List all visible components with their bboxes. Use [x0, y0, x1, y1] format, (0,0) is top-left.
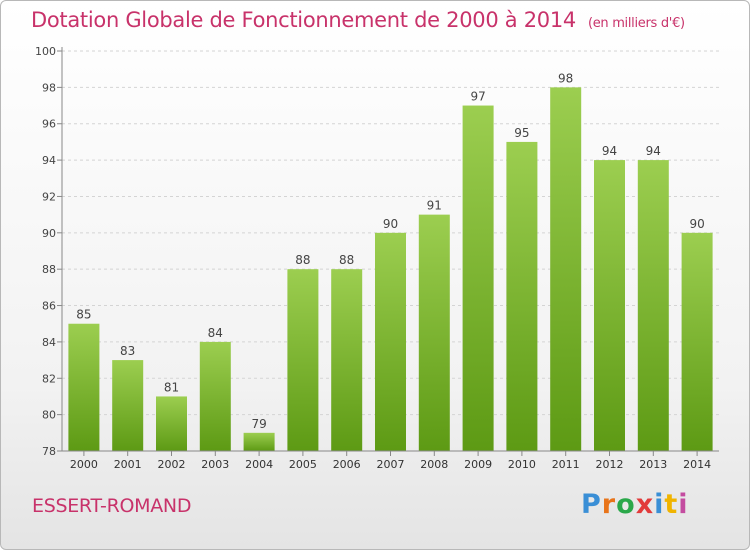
x-tick-label: 2011: [552, 458, 580, 471]
bar: [594, 160, 625, 451]
bar: [287, 269, 319, 451]
x-tick-label: 2004: [245, 458, 273, 471]
logo-letter: t: [664, 489, 679, 520]
bar: [506, 141, 538, 451]
y-tick-label: 98: [42, 81, 56, 94]
logo-letter: i: [654, 489, 665, 520]
bar: [375, 232, 406, 451]
y-tick-label: 90: [42, 227, 56, 240]
title-text: Dotation Globale de Fonctionnement de 20…: [31, 8, 576, 32]
logo-letter: i: [678, 489, 689, 520]
data-label: 91: [427, 199, 442, 213]
data-label: 94: [602, 144, 617, 158]
bar: [199, 341, 231, 451]
x-tick-label: 2002: [158, 458, 186, 471]
bar: [112, 360, 144, 451]
y-tick-label: 80: [42, 409, 56, 422]
unit-subtitle: (en milliers d'€): [587, 16, 685, 31]
data-label: 88: [295, 253, 310, 267]
data-label: 97: [470, 90, 485, 104]
y-tick-label: 86: [42, 300, 56, 313]
y-tick-label: 94: [42, 154, 56, 167]
x-tick-label: 2008: [420, 458, 448, 471]
data-label: 94: [646, 144, 661, 158]
chart-title: Dotation Globale de Fonctionnement de 20…: [31, 8, 685, 32]
data-label: 85: [76, 308, 91, 322]
x-tick-label: 2012: [596, 458, 624, 471]
bar: [550, 87, 582, 451]
y-tick-label: 88: [42, 263, 56, 276]
x-tick-label: 2003: [201, 458, 229, 471]
data-label: 90: [383, 217, 398, 231]
y-tick-label: 96: [42, 118, 56, 131]
y-tick-label: 100: [35, 45, 56, 58]
y-tick-label: 82: [42, 372, 56, 385]
x-tick-label: 2009: [464, 458, 492, 471]
data-label: 81: [164, 380, 179, 394]
data-label: 84: [208, 326, 223, 340]
data-label: 95: [514, 126, 529, 140]
x-tick-label: 2010: [508, 458, 536, 471]
commune-name: ESSERT-ROMAND: [32, 495, 192, 517]
x-tick-label: 2001: [114, 458, 142, 471]
x-tick-label: 2006: [333, 458, 361, 471]
bar: [156, 396, 187, 451]
logo-letter: r: [601, 489, 617, 520]
x-tick-label: 2000: [70, 458, 98, 471]
proxiti-logo: Proxiti: [581, 489, 689, 520]
y-tick-label: 92: [42, 190, 56, 203]
axes: 78 80 82 84 86 88 90 92 94 96 98 100 2000 2001 2002 200…: [35, 45, 719, 471]
bar: [331, 269, 363, 451]
x-tick-label: 2005: [289, 458, 317, 471]
logo-letter: o: [616, 489, 636, 520]
logo-letter: x: [635, 489, 655, 520]
logo-letter: P: [581, 489, 602, 520]
y-tick-label: 78: [42, 445, 56, 458]
bar: [243, 432, 275, 451]
data-label: 90: [689, 217, 704, 231]
x-tick-label: 2014: [683, 458, 711, 471]
y-tick-label: 84: [42, 336, 56, 349]
bar: [681, 232, 713, 451]
bar: [462, 105, 494, 451]
x-tick-label: 2013: [639, 458, 667, 471]
data-label: 83: [120, 344, 135, 358]
bar: [637, 160, 669, 451]
bars: 85 83 81 84 79 88 88 90 91 97 95 98 94 94 90: [68, 71, 713, 451]
x-tick-label: 2007: [377, 458, 405, 471]
data-label: 79: [251, 417, 266, 431]
bar: [418, 214, 450, 451]
data-label: 88: [339, 253, 354, 267]
data-label: 98: [558, 71, 573, 85]
bar: [68, 323, 100, 451]
